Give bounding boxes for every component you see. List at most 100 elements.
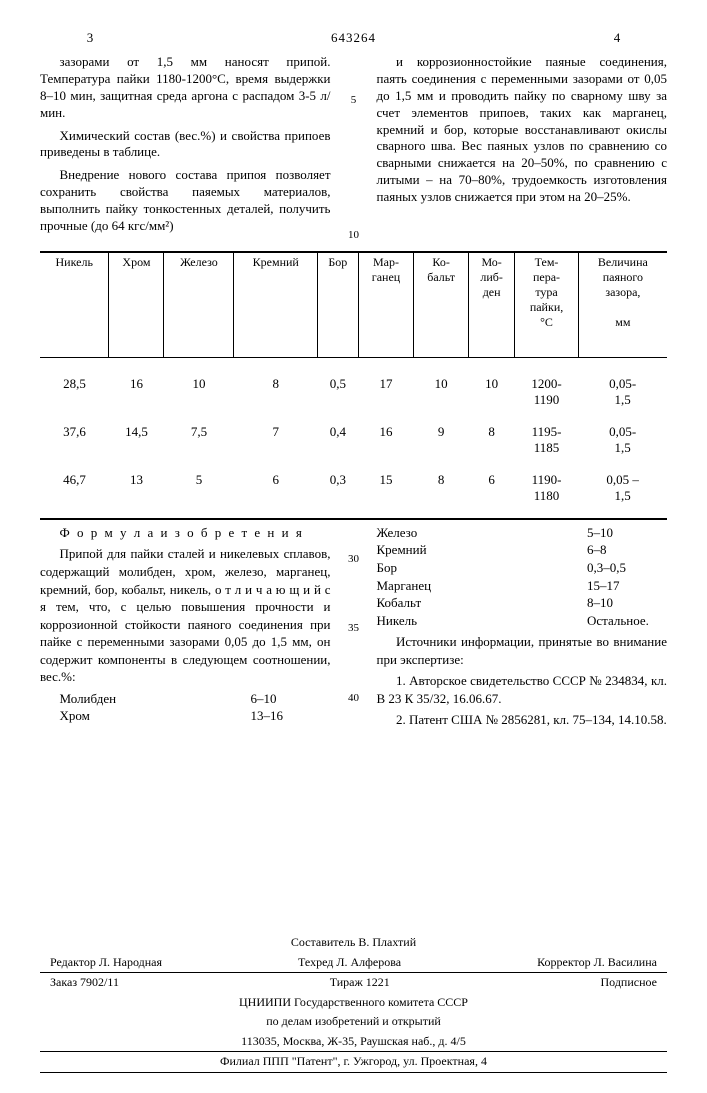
table-cell: 37,6 bbox=[40, 422, 109, 470]
component-label: Железо bbox=[377, 524, 588, 542]
table-cell: 17 bbox=[358, 357, 414, 422]
th: Кремний bbox=[234, 252, 318, 358]
th: Железо bbox=[164, 252, 234, 358]
formula-title: Ф о р м у л а и з о б р е т е н и я bbox=[40, 524, 331, 542]
table-cell: 0,05- 1,5 bbox=[578, 357, 667, 422]
th: Хром bbox=[109, 252, 164, 358]
table-cell: 0,05 – 1,5 bbox=[578, 470, 667, 519]
component-row: Железо5–10 bbox=[377, 524, 668, 542]
line-number: 10 bbox=[348, 229, 359, 241]
table-cell: 0,4 bbox=[318, 422, 359, 470]
table-header-row: Никель Хром Железо Кремний Бор Мар- гане… bbox=[40, 252, 667, 358]
component-row: Хром 13–16 bbox=[60, 707, 331, 725]
formula-left-column: Ф о р м у л а и з о б р е т е н и я Прип… bbox=[40, 524, 331, 733]
table-cell: 0,5 bbox=[318, 357, 359, 422]
component-value: 15–17 bbox=[587, 577, 667, 595]
table-row: 37,614,57,570,416981195- 11850,05- 1,5 bbox=[40, 422, 667, 470]
line-number: 5 bbox=[351, 94, 357, 106]
source-item: 2. Патент США № 2856281, кл. 75–134, 14.… bbox=[377, 711, 668, 729]
th: Величина паяного зазора, мм bbox=[578, 252, 667, 358]
component-label: Кобальт bbox=[377, 594, 588, 612]
component-row: Бор0,3–0,5 bbox=[377, 559, 668, 577]
table-cell: 10 bbox=[414, 357, 469, 422]
line-number-gutter: 5 10 bbox=[347, 54, 361, 241]
th: Бор bbox=[318, 252, 359, 358]
table-cell: 1200- 1190 bbox=[515, 357, 578, 422]
component-row: Марганец15–17 bbox=[377, 577, 668, 595]
order-number: Заказ 7902/11 bbox=[50, 975, 119, 991]
colophon-row: Заказ 7902/11 Тираж 1221 Подписное bbox=[40, 972, 667, 993]
paragraph: и коррозионностойкие паяные соединения, … bbox=[377, 54, 668, 206]
paragraph: Припой для пайки сталей и никелевых спла… bbox=[40, 545, 331, 685]
source-item: 1. Авторское свидетельство СССР № 234834… bbox=[377, 672, 668, 707]
sources-title: Источники информации, принятые во вниман… bbox=[377, 633, 668, 668]
table-cell: 28,5 bbox=[40, 357, 109, 422]
component-row: Молибден 6–10 bbox=[60, 690, 331, 708]
table-cell: 7 bbox=[234, 422, 318, 470]
organization: ЦНИИПИ Государственного комитета СССР bbox=[40, 993, 667, 1013]
component-label: Хром bbox=[60, 707, 251, 725]
th: Мар- ганец bbox=[358, 252, 414, 358]
component-label: Молибден bbox=[60, 690, 251, 708]
table-cell: 46,7 bbox=[40, 470, 109, 519]
techred: Техред Л. Алферова bbox=[298, 955, 401, 971]
text-columns-top: зазорами от 1,5 мм наносят припой. Темпе… bbox=[40, 54, 667, 241]
printer: Филиал ППП "Патент", г. Ужгород, ул. Про… bbox=[40, 1052, 667, 1073]
component-value: 8–10 bbox=[587, 594, 667, 612]
table-cell: 8 bbox=[414, 470, 469, 519]
data-table: Никель Хром Железо Кремний Бор Мар- гане… bbox=[40, 251, 667, 520]
paragraph: зазорами от 1,5 мм наносят припой. Темпе… bbox=[40, 54, 331, 122]
table-cell: 9 bbox=[414, 422, 469, 470]
corrector: Корректор Л. Василина bbox=[537, 955, 657, 971]
circulation: Тираж 1221 bbox=[330, 975, 390, 991]
component-label: Бор bbox=[377, 559, 588, 577]
document-number: 643264 bbox=[140, 30, 567, 46]
editor: Редактор Л. Народная bbox=[50, 955, 162, 971]
paragraph: Химический состав (вес.%) и свойства при… bbox=[40, 128, 331, 162]
formula-right-column: Железо5–10 Кремний6–8 Бор0,3–0,5 Маргане… bbox=[377, 524, 668, 733]
line-number-gutter: 30 35 40 bbox=[347, 524, 361, 733]
formula-section: Ф о р м у л а и з о б р е т е н и я Прип… bbox=[40, 524, 667, 733]
table-cell: 0,3 bbox=[318, 470, 359, 519]
component-value: 0,3–0,5 bbox=[587, 559, 667, 577]
component-row: Кремний6–8 bbox=[377, 541, 668, 559]
component-value: 6–10 bbox=[251, 690, 331, 708]
table-cell: 0,05- 1,5 bbox=[578, 422, 667, 470]
compiler: Составитель В. Плахтий bbox=[40, 933, 667, 953]
table-cell: 13 bbox=[109, 470, 164, 519]
table-cell: 8 bbox=[234, 357, 318, 422]
table-cell: 5 bbox=[164, 470, 234, 519]
component-value: Остальное. bbox=[587, 612, 667, 630]
organization: по делам изобретений и открытий bbox=[40, 1012, 667, 1032]
component-label: Никель bbox=[377, 612, 588, 630]
component-label: Марганец bbox=[377, 577, 588, 595]
th: Ко- бальт bbox=[414, 252, 469, 358]
component-list-left: Молибден 6–10 Хром 13–16 bbox=[60, 690, 331, 725]
table-cell: 1190- 1180 bbox=[515, 470, 578, 519]
table-row: 46,713560,315861190- 11800,05 – 1,5 bbox=[40, 470, 667, 519]
page-number-left: 3 bbox=[40, 30, 140, 46]
component-value: 5–10 bbox=[587, 524, 667, 542]
component-row: Кобальт8–10 bbox=[377, 594, 668, 612]
table-cell: 14,5 bbox=[109, 422, 164, 470]
paragraph: Внедрение нового состава припоя позволяе… bbox=[40, 167, 331, 235]
table-cell: 10 bbox=[468, 357, 514, 422]
table-cell: 16 bbox=[109, 357, 164, 422]
table-cell: 7,5 bbox=[164, 422, 234, 470]
table-cell: 10 bbox=[164, 357, 234, 422]
th: Тем- пера- тура пайки, °C bbox=[515, 252, 578, 358]
table-cell: 6 bbox=[234, 470, 318, 519]
colophon-row: Редактор Л. Народная Техред Л. Алферова … bbox=[40, 953, 667, 973]
component-row: НикельОстальное. bbox=[377, 612, 668, 630]
th: Никель bbox=[40, 252, 109, 358]
table-cell: 6 bbox=[468, 470, 514, 519]
address: 113035, Москва, Ж-35, Раушская наб., д. … bbox=[40, 1032, 667, 1053]
patent-page: 3 643264 4 зазорами от 1,5 мм наносят пр… bbox=[0, 0, 707, 1093]
subscription: Подписное bbox=[601, 975, 658, 991]
page-header: 3 643264 4 bbox=[40, 30, 667, 46]
colophon: Составитель В. Плахтий Редактор Л. Народ… bbox=[40, 933, 667, 1073]
line-number: 35 bbox=[348, 622, 359, 634]
table-cell: 1195- 1185 bbox=[515, 422, 578, 470]
table-row: 28,5161080,51710101200- 11900,05- 1,5 bbox=[40, 357, 667, 422]
component-value: 13–16 bbox=[251, 707, 331, 725]
